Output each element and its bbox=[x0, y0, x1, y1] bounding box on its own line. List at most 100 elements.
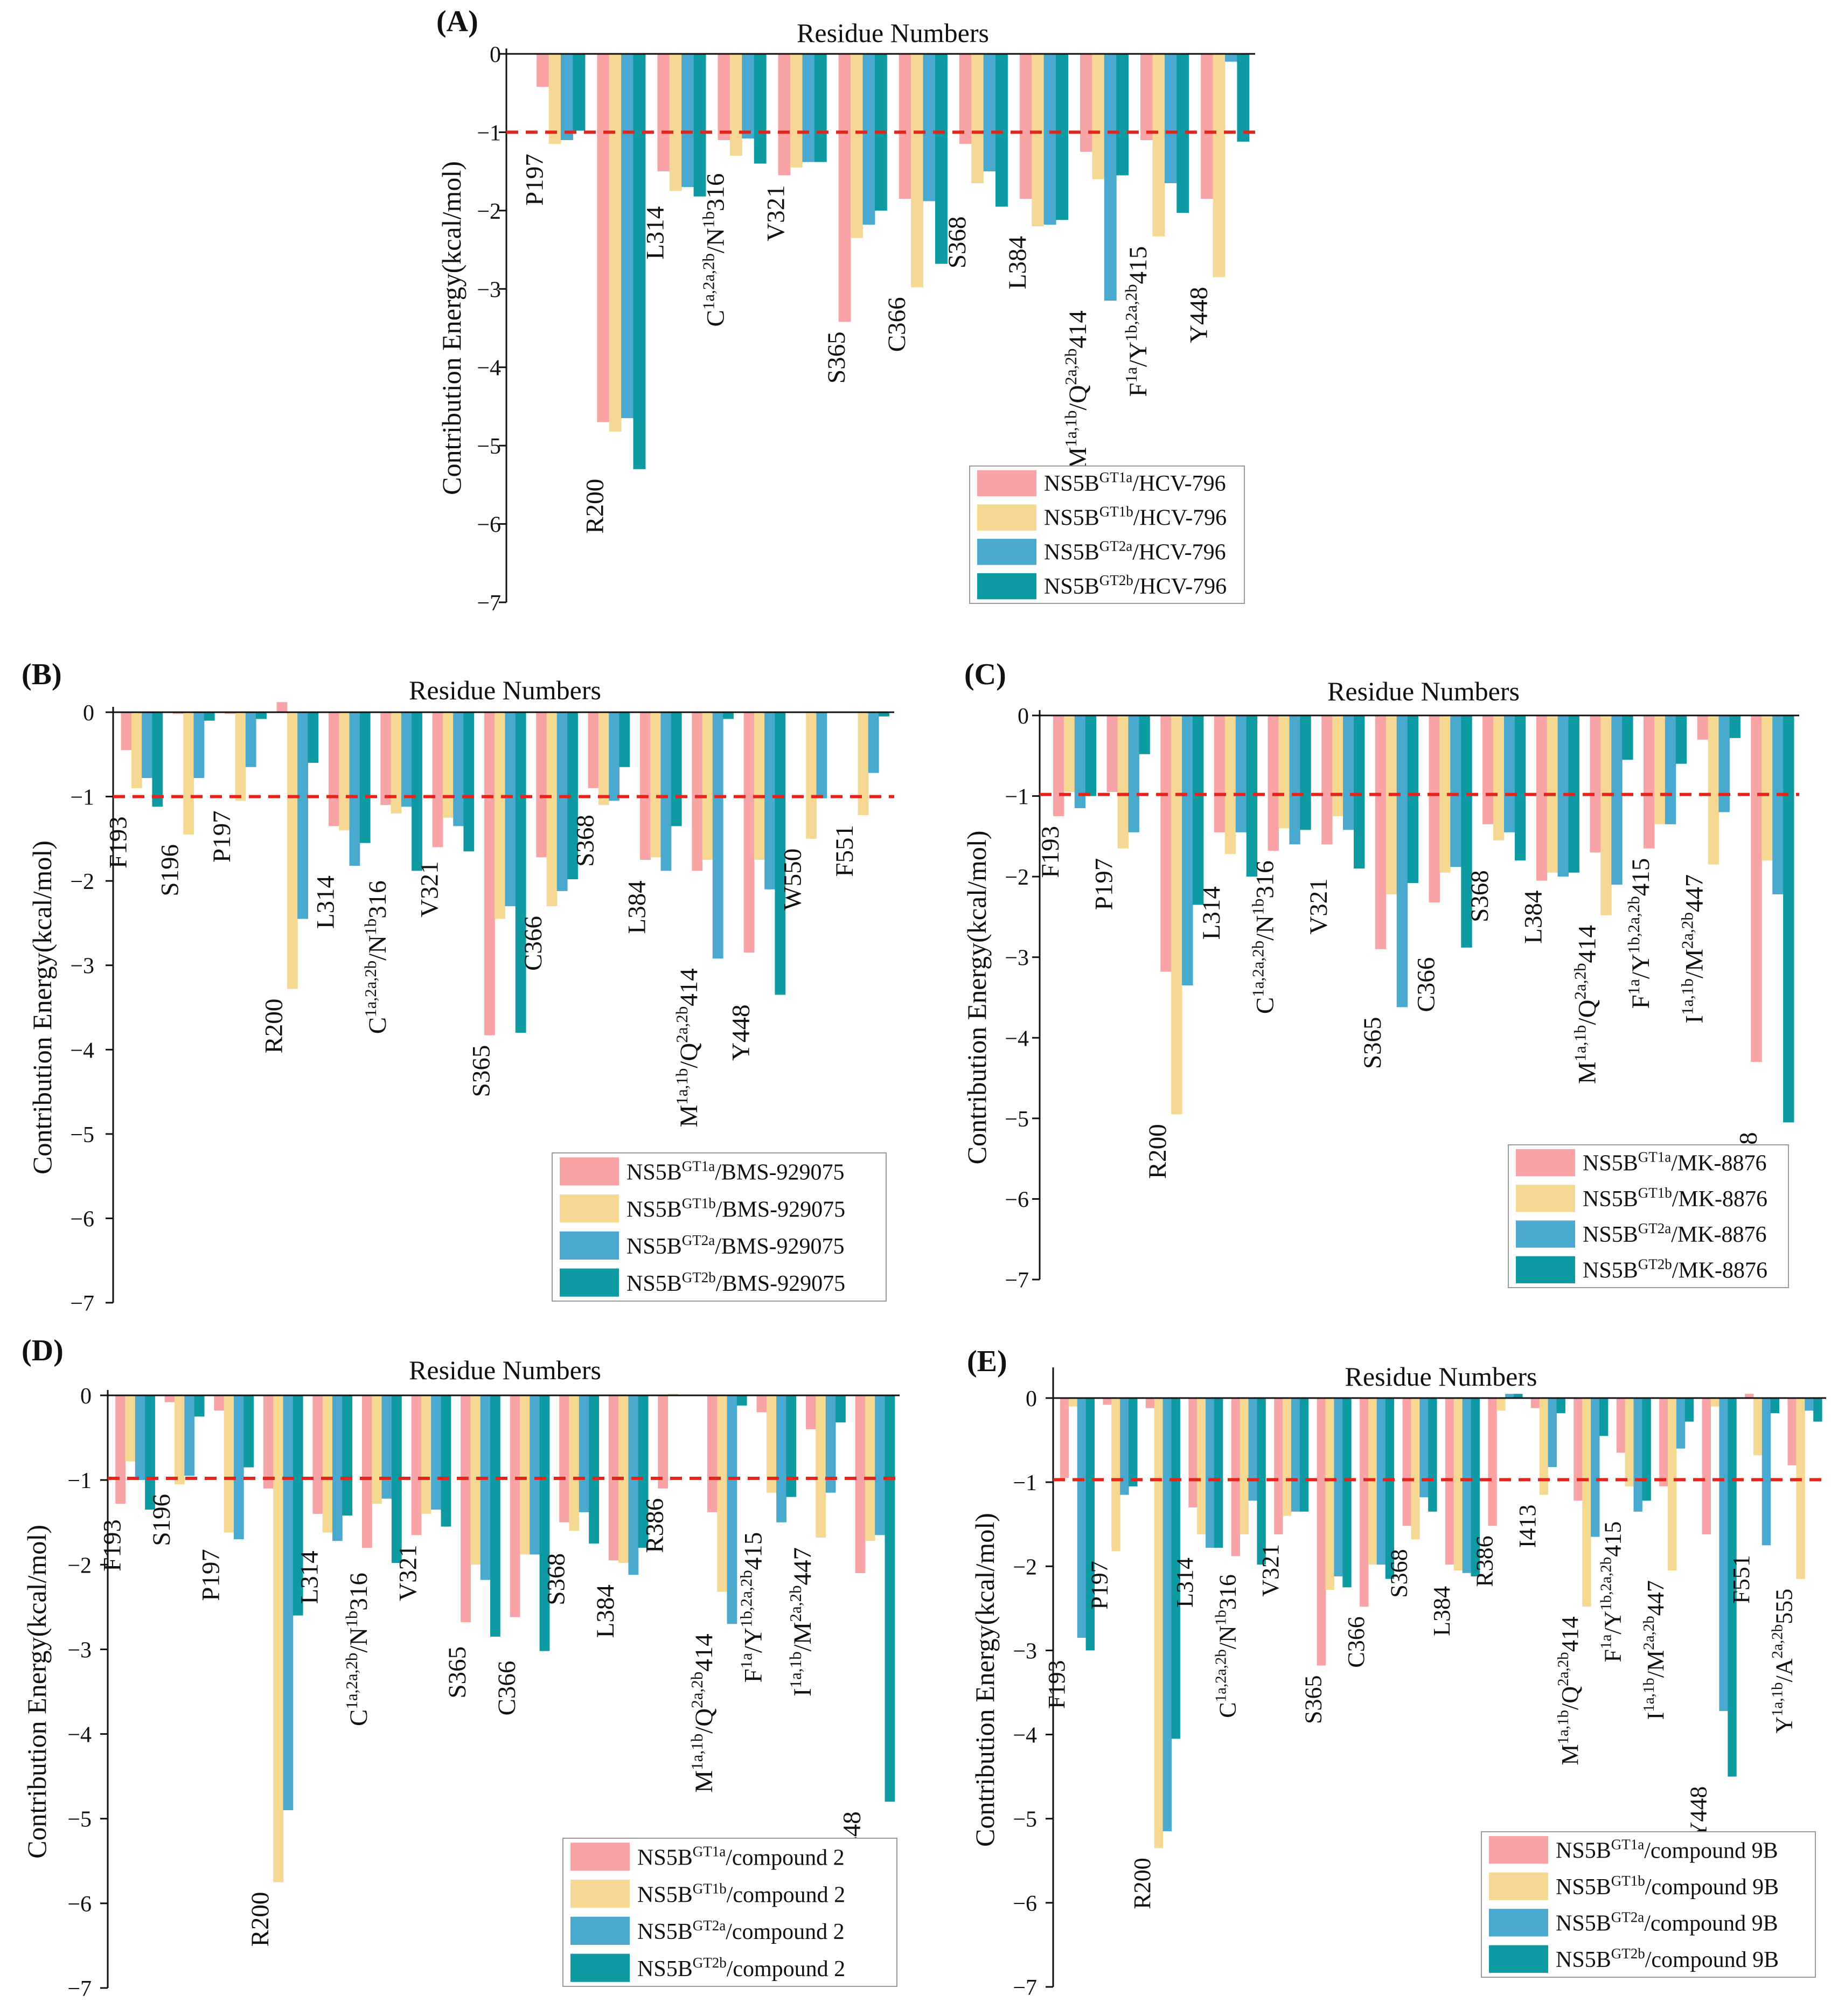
category-label: L314 bbox=[312, 875, 340, 929]
bar bbox=[764, 712, 775, 889]
bar bbox=[1762, 715, 1773, 861]
legend-swatch bbox=[570, 1880, 630, 1908]
bar bbox=[441, 1395, 451, 1527]
bar bbox=[561, 54, 573, 140]
bar bbox=[1375, 715, 1387, 949]
bar bbox=[1197, 1398, 1206, 1534]
y-axis-label: Contribution Energy(kcal/mol) bbox=[436, 161, 467, 495]
y-tick-label: −1 bbox=[1005, 785, 1029, 810]
bar bbox=[1321, 715, 1333, 845]
y-tick-label: −2 bbox=[70, 870, 94, 894]
bar bbox=[235, 712, 246, 801]
bar bbox=[245, 712, 256, 767]
bar bbox=[1224, 715, 1236, 854]
y-tick-label: −6 bbox=[1005, 1187, 1029, 1212]
bar bbox=[484, 712, 495, 1035]
bar bbox=[1060, 1398, 1069, 1478]
category-label: V321 bbox=[1305, 878, 1333, 934]
bar bbox=[287, 712, 298, 989]
y-tick-label: −5 bbox=[1013, 1808, 1037, 1832]
y-tick-label: 0 bbox=[1018, 704, 1029, 729]
legend-swatch bbox=[977, 573, 1036, 600]
category-label: M1a,1b/Q2a,2b414 bbox=[1555, 1616, 1583, 1765]
bar bbox=[1591, 1398, 1600, 1537]
legend-label: NS5BGT2a/compound 2 bbox=[637, 1917, 845, 1944]
bar bbox=[263, 1395, 274, 1489]
bar bbox=[1419, 1398, 1429, 1498]
bar bbox=[802, 54, 815, 162]
chart-title: Residue Numbers bbox=[409, 1355, 601, 1385]
bar bbox=[145, 1395, 155, 1510]
bar bbox=[742, 54, 755, 139]
category-label: M1a,1b/Q2a,2b414 bbox=[687, 1633, 718, 1792]
bar bbox=[453, 712, 464, 826]
y-tick-label: −2 bbox=[1013, 1555, 1037, 1580]
bar bbox=[1654, 715, 1666, 824]
bar bbox=[520, 1395, 530, 1555]
bar bbox=[1600, 715, 1612, 915]
panel-label: (B) bbox=[22, 658, 62, 691]
bar bbox=[1728, 1398, 1737, 1777]
bar bbox=[495, 712, 505, 919]
category-label: Y448 bbox=[1185, 287, 1213, 343]
bar bbox=[1368, 1398, 1377, 1565]
bar bbox=[1396, 715, 1408, 1007]
bar bbox=[362, 1395, 372, 1548]
panel-b: (B) Residue Numbers Contribution Energy(kc… bbox=[22, 658, 894, 1316]
y-tick-label: −1 bbox=[477, 121, 501, 145]
category-label: I413 bbox=[1514, 1505, 1541, 1548]
bar bbox=[152, 712, 163, 807]
bar bbox=[1154, 1398, 1164, 1848]
bar bbox=[660, 712, 672, 871]
bar bbox=[1354, 715, 1365, 869]
category-label: V321 bbox=[762, 185, 790, 241]
bar bbox=[579, 1395, 589, 1512]
bar bbox=[712, 712, 723, 959]
category-label: P197 bbox=[1090, 858, 1118, 910]
bar bbox=[658, 1395, 669, 1489]
bar bbox=[775, 712, 786, 995]
bar bbox=[825, 1395, 836, 1493]
bar bbox=[633, 54, 646, 469]
bar bbox=[899, 54, 911, 199]
bar bbox=[490, 1395, 500, 1637]
bar bbox=[911, 54, 923, 288]
bar bbox=[1644, 715, 1655, 849]
bar bbox=[1085, 1398, 1095, 1651]
bar bbox=[858, 712, 869, 815]
y-tick-label: −7 bbox=[1005, 1268, 1029, 1293]
bar bbox=[505, 712, 516, 907]
bar bbox=[879, 712, 889, 717]
bar bbox=[273, 1395, 283, 1882]
bar bbox=[1171, 1398, 1180, 1739]
legend-label: NS5BGT1a/BMS-929075 bbox=[626, 1158, 845, 1185]
bar bbox=[121, 712, 132, 750]
bar bbox=[1325, 1398, 1334, 1590]
bar bbox=[1582, 1398, 1591, 1607]
bar bbox=[1111, 1398, 1120, 1552]
bar bbox=[1162, 1398, 1172, 1832]
bar bbox=[1783, 715, 1794, 1123]
bar bbox=[1813, 1398, 1822, 1422]
bar bbox=[1246, 715, 1258, 877]
bar bbox=[1530, 1398, 1540, 1408]
bar bbox=[1676, 1398, 1686, 1449]
bar bbox=[391, 712, 402, 814]
category-label: P197 bbox=[1086, 1561, 1112, 1609]
bar bbox=[692, 712, 703, 871]
legend-swatch bbox=[977, 504, 1036, 531]
bar bbox=[1659, 1398, 1668, 1486]
bar bbox=[1445, 1398, 1454, 1565]
category-label: L384 bbox=[1429, 1586, 1455, 1636]
bar bbox=[480, 1395, 491, 1580]
bar bbox=[1056, 54, 1068, 220]
bar bbox=[736, 1395, 747, 1406]
bar bbox=[1536, 715, 1548, 881]
category-label: F1a/Y1b,2a,2b415 bbox=[1122, 246, 1152, 397]
bar bbox=[1539, 1398, 1549, 1495]
bar bbox=[214, 1395, 225, 1411]
bar bbox=[135, 1395, 145, 1480]
bar bbox=[1462, 1398, 1472, 1573]
bar bbox=[1139, 715, 1150, 754]
